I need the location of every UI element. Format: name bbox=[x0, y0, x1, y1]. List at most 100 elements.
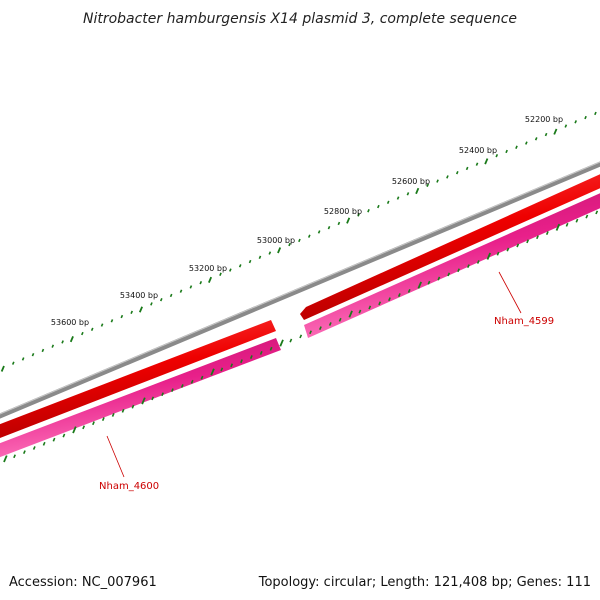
outer-ring-minor-tick bbox=[337, 221, 341, 226]
outer-ring-minor-tick bbox=[150, 302, 153, 306]
outer-ring-minor-tick bbox=[120, 314, 124, 319]
inner-ring-minor-tick bbox=[200, 375, 204, 380]
inner-ring-major-tick bbox=[555, 223, 561, 231]
inner-ring-major-tick bbox=[72, 426, 77, 434]
outer-ring-minor-tick bbox=[21, 357, 25, 361]
gene-nham-4599[interactable] bbox=[304, 191, 600, 338]
outer-ring-minor-tick bbox=[268, 251, 272, 255]
inner-ring-minor-tick bbox=[111, 413, 115, 417]
outer-ring-minor-tick bbox=[307, 234, 311, 238]
inner-ring-major-tick bbox=[141, 397, 146, 405]
inner-ring-minor-tick bbox=[299, 334, 303, 339]
scale-label: 53400 bp bbox=[120, 291, 158, 300]
outer-ring-minor-tick bbox=[406, 192, 410, 196]
outer-ring-minor-tick bbox=[110, 319, 114, 323]
outer-ring-major-tick bbox=[69, 336, 74, 343]
cds-red-left[interactable] bbox=[0, 320, 276, 440]
outer-ring-minor-tick bbox=[317, 230, 321, 234]
inner-ring-minor-tick bbox=[575, 218, 579, 223]
outer-ring-minor-tick bbox=[446, 175, 449, 179]
inner-ring-minor-tick bbox=[526, 239, 530, 244]
inner-ring-major-tick bbox=[486, 252, 492, 260]
outer-ring-minor-tick bbox=[31, 352, 35, 357]
inner-ring-minor-tick bbox=[249, 355, 253, 359]
outer-ring-minor-tick bbox=[159, 297, 163, 302]
outer-ring-minor-tick bbox=[199, 281, 203, 285]
outer-ring-minor-tick bbox=[100, 323, 104, 327]
gene-label-nham-4599[interactable]: Nham_4599 bbox=[494, 316, 554, 327]
inner-ring-minor-tick bbox=[457, 268, 460, 273]
inner-ring-minor-tick bbox=[466, 264, 470, 269]
inner-ring-major-tick bbox=[417, 281, 422, 289]
scale-label: 53600 bp bbox=[51, 318, 89, 327]
inner-ring-minor-tick bbox=[180, 384, 184, 388]
inner-ring-major-tick bbox=[279, 339, 284, 347]
inner-ring-minor-tick bbox=[190, 379, 194, 384]
outer-ring-minor-tick bbox=[238, 264, 242, 268]
inner-ring-minor-tick bbox=[338, 317, 342, 322]
inner-ring-minor-tick bbox=[378, 301, 382, 306]
inner-ring-minor-tick bbox=[101, 417, 105, 421]
outer-ring-minor-tick bbox=[574, 120, 578, 124]
outer-ring-minor-tick bbox=[367, 209, 370, 213]
inner-ring-minor-tick bbox=[240, 359, 243, 364]
inner-ring-major-tick bbox=[210, 368, 215, 376]
inner-ring-minor-tick bbox=[427, 280, 431, 285]
outer-ring-major-tick bbox=[346, 217, 351, 224]
outer-ring-minor-tick bbox=[515, 145, 518, 149]
inner-ring-minor-tick bbox=[161, 392, 164, 397]
inner-ring-minor-tick bbox=[42, 441, 46, 446]
outer-ring-major-tick bbox=[0, 365, 5, 372]
scale-label: 53000 bp bbox=[257, 236, 295, 245]
outer-ring-minor-tick bbox=[179, 289, 183, 293]
gene-nham-4600[interactable] bbox=[0, 338, 281, 459]
inner-ring-minor-tick bbox=[407, 289, 411, 293]
outer-ring-minor-tick bbox=[544, 132, 548, 137]
outer-ring-minor-tick bbox=[11, 361, 15, 365]
inner-ring-minor-tick bbox=[13, 454, 16, 459]
outer-ring-minor-tick bbox=[505, 149, 508, 154]
backbone-arc bbox=[0, 161, 600, 419]
callout-line-nham-4600 bbox=[106, 435, 125, 478]
outer-ring-major-tick bbox=[415, 187, 420, 195]
inner-ring-minor-tick bbox=[565, 222, 569, 227]
outer-ring-minor-tick bbox=[61, 340, 64, 344]
outer-ring-minor-tick bbox=[189, 285, 193, 289]
inner-ring-minor-tick bbox=[121, 408, 125, 413]
outer-ring-minor-tick bbox=[465, 166, 469, 171]
gene-label-nham-4600[interactable]: Nham_4600 bbox=[99, 481, 159, 492]
scale-label: 52400 bp bbox=[459, 146, 497, 155]
outer-ring-minor-tick bbox=[258, 255, 262, 260]
inner-ring-minor-tick bbox=[368, 305, 372, 310]
outer-ring-minor-tick bbox=[426, 183, 430, 188]
outer-ring-minor-tick bbox=[41, 348, 45, 353]
outer-ring-minor-tick bbox=[169, 293, 173, 298]
scale-label: 52800 bp bbox=[324, 207, 362, 216]
genome-stats-text: Topology: circular; Length: 121,408 bp; … bbox=[258, 575, 591, 590]
inner-ring-minor-tick bbox=[269, 346, 273, 351]
scale-labels: 52200 bp 52400 bp 52600 bp 52800 bp 53000 bp… bbox=[51, 115, 563, 327]
inner-ring-minor-tick bbox=[397, 293, 401, 297]
inner-ring-minor-tick bbox=[545, 231, 549, 235]
cds-red-right[interactable] bbox=[300, 172, 600, 320]
inner-ring-minor-tick bbox=[358, 309, 362, 314]
inner-ring-minor-tick bbox=[388, 297, 391, 302]
outer-ring-minor-tick bbox=[377, 204, 380, 209]
outer-ring-minor-tick bbox=[357, 213, 360, 217]
inner-ring-minor-tick bbox=[220, 367, 224, 372]
inner-ring-major-tick bbox=[348, 310, 353, 318]
inner-ring-minor-tick bbox=[506, 247, 510, 252]
outer-ring-minor-tick bbox=[534, 137, 538, 141]
outer-ring-minor-tick bbox=[288, 242, 291, 247]
outer-ring-minor-tick bbox=[525, 141, 528, 145]
inner-ring-minor-tick bbox=[62, 433, 66, 438]
inner-ring-minor-tick bbox=[476, 260, 480, 264]
outer-ring-minor-tick bbox=[81, 331, 84, 336]
outer-ring-minor-tick bbox=[495, 154, 499, 158]
outer-ring-major-tick bbox=[484, 158, 489, 165]
inner-ring-minor-tick bbox=[151, 396, 155, 401]
outer-ring-major-tick bbox=[277, 247, 282, 254]
outer-ring-minor-tick bbox=[475, 162, 479, 166]
inner-ring-major-tick bbox=[3, 455, 8, 463]
